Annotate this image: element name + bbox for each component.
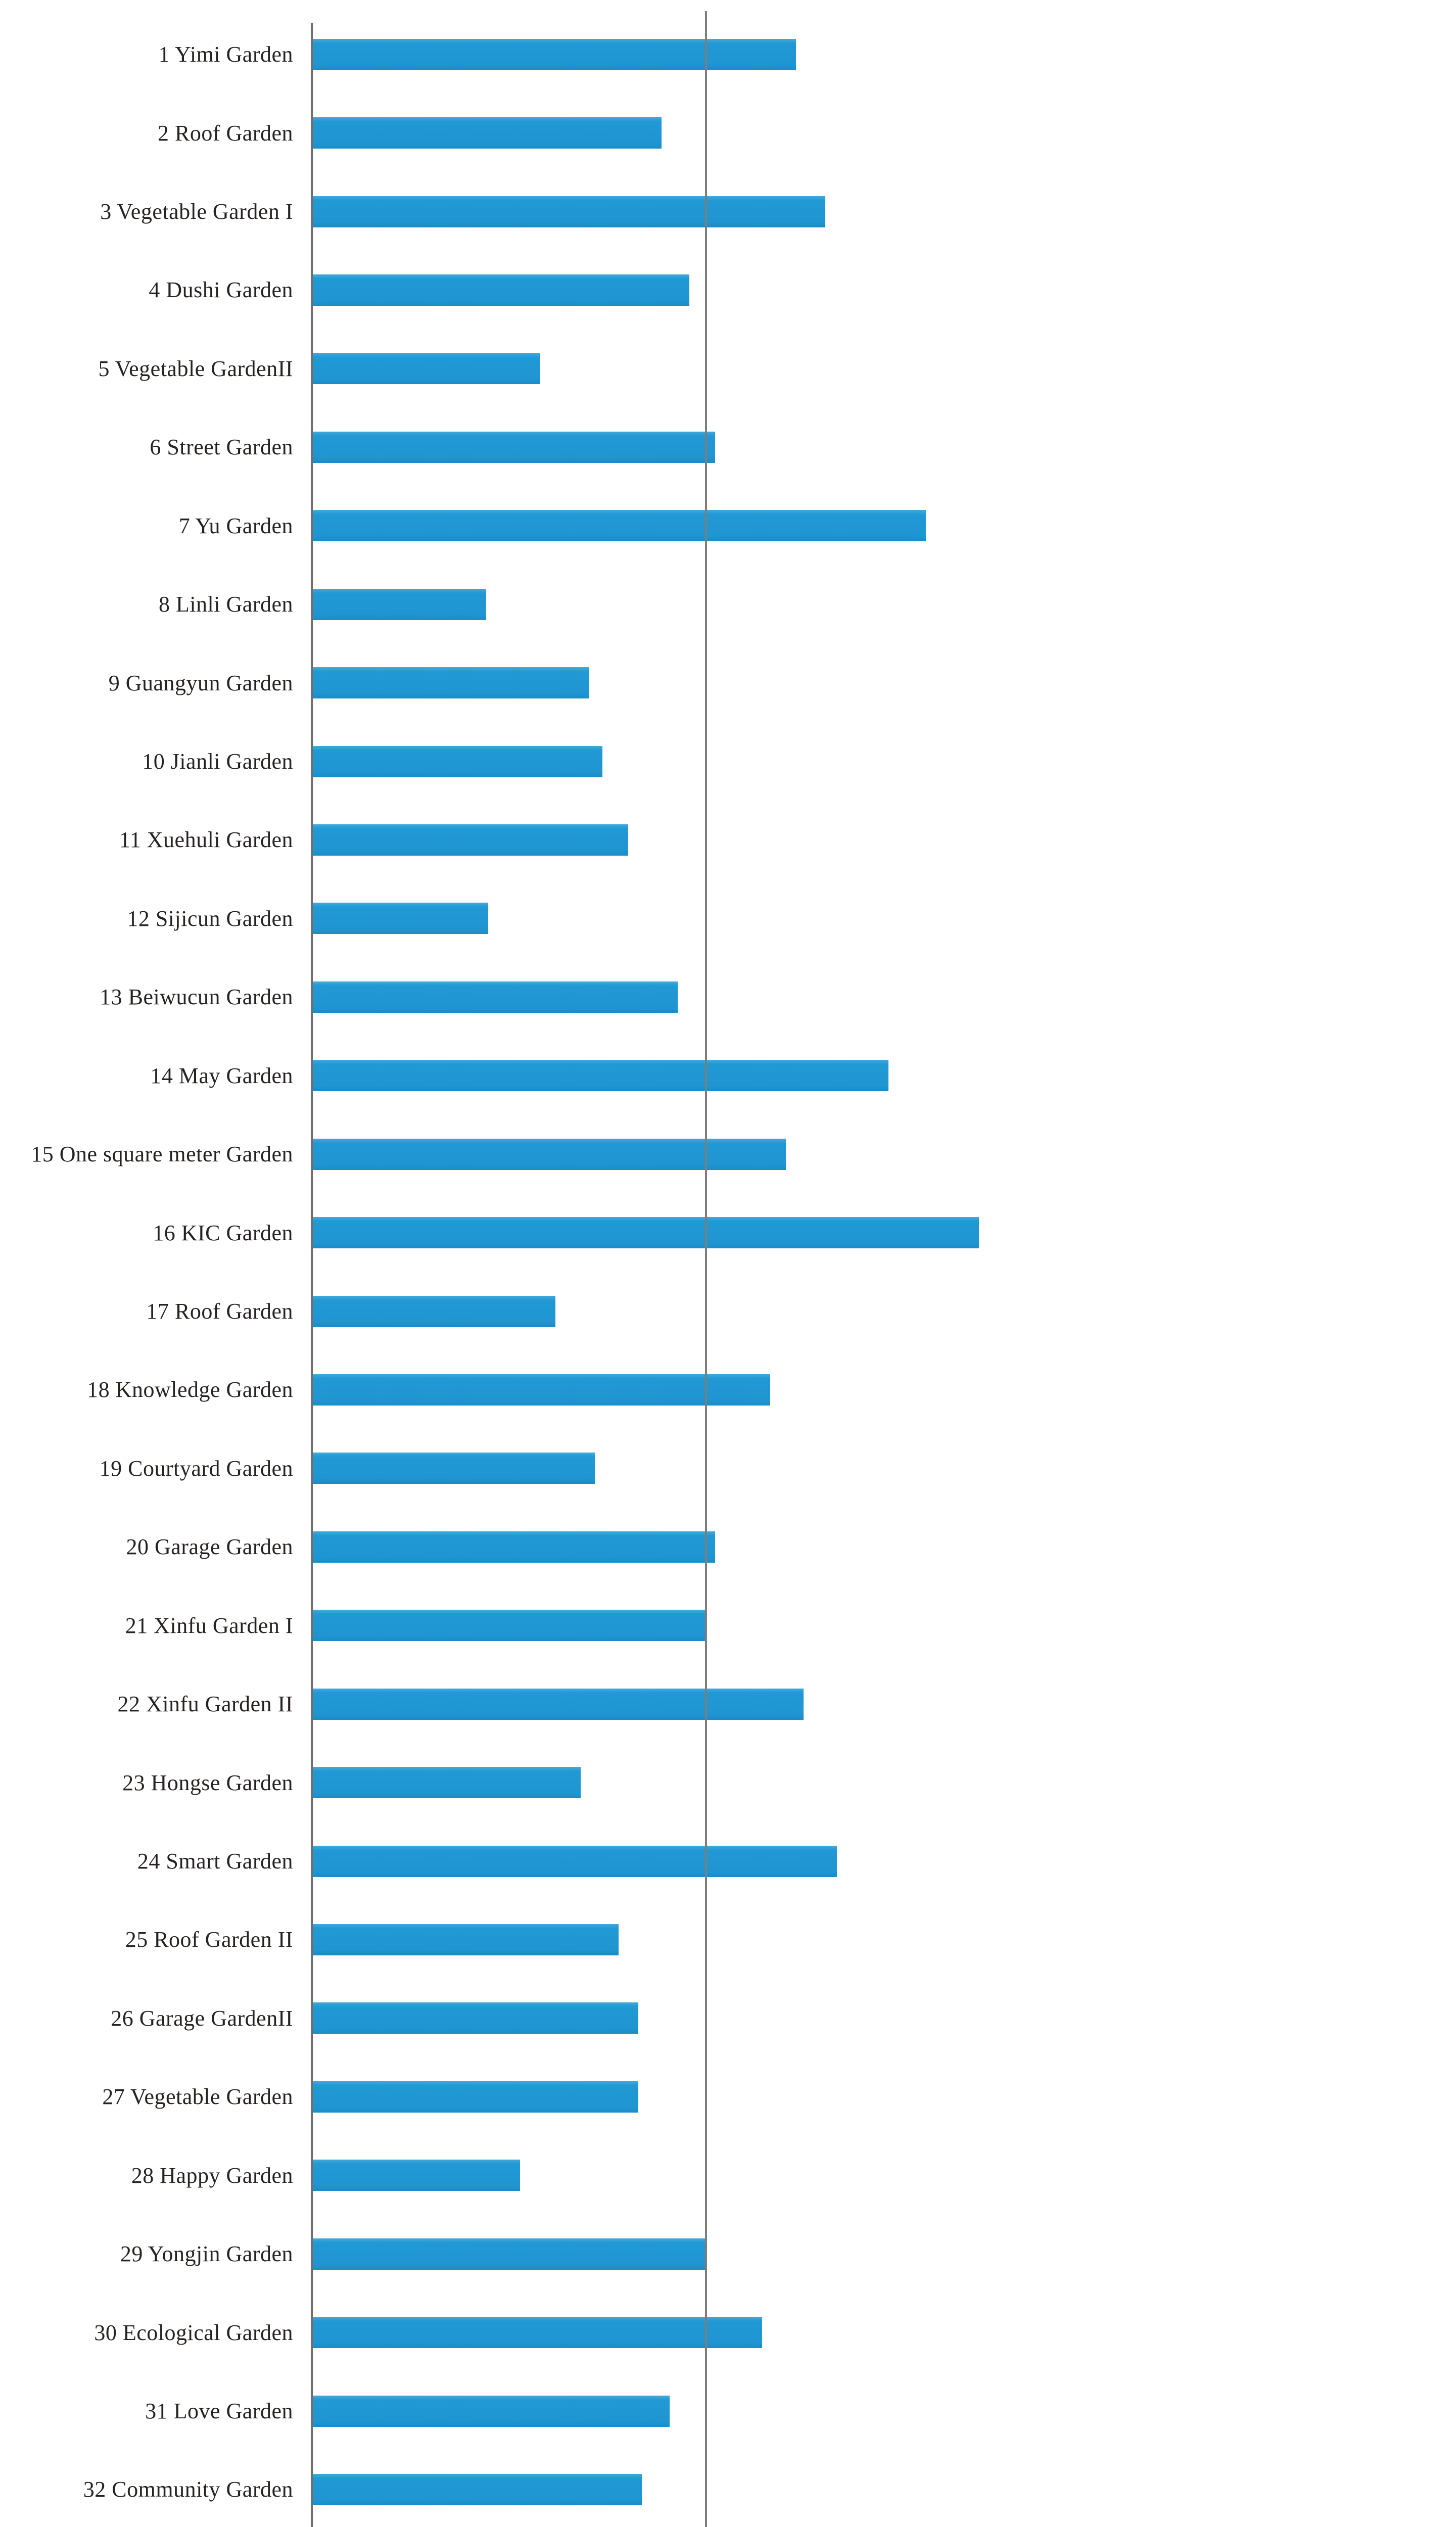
bar [313,2473,642,2505]
bar [313,196,825,227]
category-label: 30 Ecological Garden [94,2320,293,2345]
category-label: 24 Smart Garden [137,1849,293,1874]
category-label: 9 Guangyun Garden [108,670,293,695]
zero-baseline [705,11,707,2527]
category-label: 3 Vegetable Garden I [100,199,293,224]
category-label: 13 Beiwucun Garden [100,985,293,1010]
chart-row: 25 Roof Garden II [0,1900,1456,1979]
bar [313,981,678,1013]
chart-row: 3 Vegetable Garden I [0,172,1456,251]
bar [313,1924,619,1955]
bar [313,2317,763,2349]
bar [313,745,603,777]
category-label: 17 Roof Garden [146,1299,293,1324]
bar [313,117,662,149]
chart-row: 16 KIC Garden [0,1193,1456,1272]
chart-row: 28 Happy Garden [0,2136,1456,2215]
chart-row: 6 Street Garden [0,408,1456,486]
chart-row: 21 Xinfu Garden I [0,1586,1456,1665]
bar [313,2395,670,2427]
chart-row: 24 Smart Garden [0,1822,1456,1900]
category-label: 21 Xinfu Garden I [125,1613,293,1638]
chart-row: 20 Garage Garden [0,1508,1456,1586]
chart-row: 29 Yongjin Garden [0,2215,1456,2293]
category-label: 31 Love Garden [145,2399,293,2424]
category-label: 6 Street Garden [150,435,293,460]
bar [313,1138,786,1170]
category-label: 18 Knowledge Garden [87,1377,293,1402]
bar [313,1060,888,1092]
category-label: 23 Hongse Garden [122,1770,293,1795]
bar [313,824,628,856]
chart-row: 7 Yu Garden [0,487,1456,565]
chart-row: 15 One square meter Garden [0,1115,1456,1193]
bar [313,903,489,934]
bar [313,1453,595,1484]
category-label: 20 Garage Garden [126,1534,293,1560]
chart-row: 27 Vegetable Garden [0,2057,1456,2136]
chart-row: 13 Beiwucun Garden [0,958,1456,1036]
bar [313,274,689,306]
chart-row: 18 Knowledge Garden [0,1350,1456,1429]
category-label: 28 Happy Garden [131,2163,293,2188]
category-label: 12 Sijicun Garden [127,906,293,931]
category-label: 19 Courtyard Garden [99,1456,293,1481]
bar [313,667,589,699]
chart-row: 1 Yimi Garden [0,15,1456,93]
bar [313,1767,581,1799]
chart-row: 2 Roof Garden [0,93,1456,172]
category-label: 8 Linli Garden [158,592,293,617]
bar [313,1845,837,1877]
bar [313,1531,715,1563]
chart-row: 14 May Garden [0,1037,1456,1115]
bar [313,510,926,542]
chart-row: 5 Vegetable GardenII [0,330,1456,408]
chart-row: 10 Jianli Garden [0,722,1456,801]
category-label: 10 Jianli Garden [142,749,293,774]
bar [313,353,540,385]
chart-row: 22 Xinfu Garden II [0,1665,1456,1743]
category-label: 27 Vegetable Garden [102,2084,293,2110]
bar [313,588,487,620]
category-label: 5 Vegetable GardenII [98,356,293,381]
bar [313,431,715,463]
category-label: 2 Roof Garden [158,120,293,146]
chart-row: 9 Guangyun Garden [0,643,1456,722]
y-axis-line [311,23,313,2527]
category-label: 4 Dushi Garden [149,277,293,303]
chart-row: 17 Roof Garden [0,1272,1456,1350]
chart-row: 19 Courtyard Garden [0,1429,1456,1508]
category-label: 1 Yimi Garden [158,42,293,67]
category-label: 32 Community Garden [83,2477,293,2502]
bar [313,2081,638,2113]
chart-row: 23 Hongse Garden [0,1743,1456,1821]
category-label: 25 Roof Garden II [125,1927,293,1952]
bar [313,1217,979,1249]
chart-row: 32 Community Garden [0,2450,1456,2527]
bar [313,1610,706,1642]
chart-row: 4 Dushi Garden [0,251,1456,329]
bar [313,1374,770,1406]
bar [313,2002,638,2034]
bar [313,1688,804,1720]
category-label: 15 One square meter Garden [31,1142,293,1167]
bar [313,1295,555,1327]
chart-row: 11 Xuehuli Garden [0,801,1456,879]
category-label: 22 Xinfu Garden II [117,1692,293,1717]
bar [313,38,796,70]
category-label: 26 Garage GardenII [111,2005,293,2031]
category-label: 14 May Garden [150,1063,293,1088]
category-label: 29 Yongjin Garden [120,2241,293,2267]
bar [313,2238,707,2270]
chart-row: 8 Linli Garden [0,565,1456,643]
category-label: 11 Xuehuli Garden [119,827,293,853]
chart-row: 26 Garage GardenII [0,1979,1456,2057]
chart-row: 30 Ecological Garden [0,2293,1456,2371]
chart-row: 31 Love Garden [0,2372,1456,2450]
category-label: 16 KIC Garden [153,1220,293,1245]
category-label: 7 Yu Garden [178,513,293,538]
bar [313,2160,520,2191]
chart-row: 12 Sijicun Garden [0,879,1456,958]
